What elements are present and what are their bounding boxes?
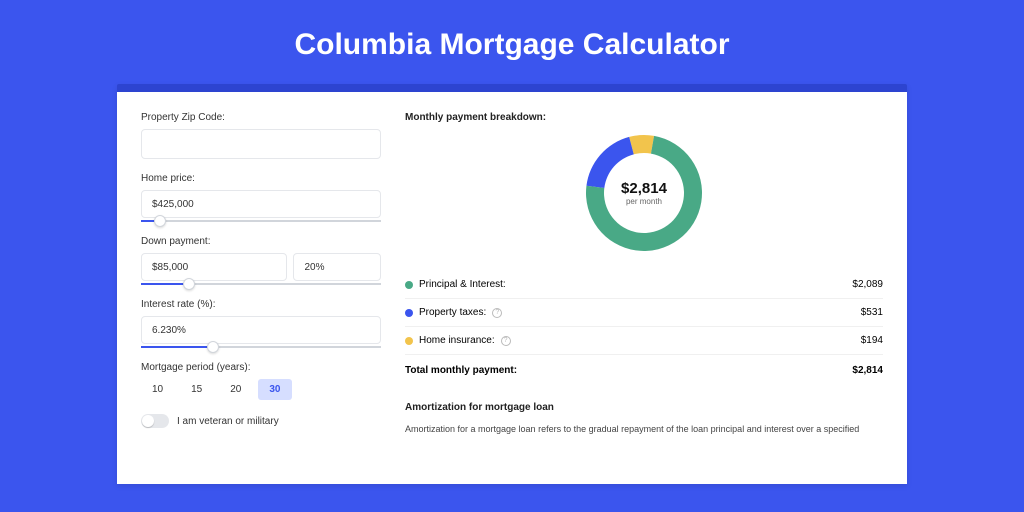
breakdown-column: Monthly payment breakdown: $2,814 per mo… <box>405 112 883 484</box>
legend-value: $194 <box>861 335 883 346</box>
zip-field: Property Zip Code: <box>141 112 381 159</box>
inputs-column: Property Zip Code: Home price: Down paym… <box>141 112 381 484</box>
down-payment-field: Down payment: <box>141 236 381 285</box>
legend-label: Principal & Interest: <box>419 279 506 290</box>
page-title: Columbia Mortgage Calculator <box>0 0 1024 84</box>
donut-wrap: $2,814 per month <box>405 133 883 253</box>
help-icon[interactable]: ? <box>492 308 502 318</box>
legend-row: Home insurance:? $194 <box>405 327 883 355</box>
period-field: Mortgage period (years): 10 15 20 30 <box>141 362 381 400</box>
down-payment-slider[interactable] <box>141 283 381 285</box>
zip-input[interactable] <box>141 129 381 159</box>
veteran-row: I am veteran or military <box>141 414 381 428</box>
interest-input[interactable] <box>141 316 381 344</box>
legend-value: $531 <box>861 307 883 318</box>
home-price-label: Home price: <box>141 173 381 184</box>
interest-label: Interest rate (%): <box>141 299 381 310</box>
down-payment-input[interactable] <box>141 253 287 281</box>
veteran-label: I am veteran or military <box>177 416 279 427</box>
zip-label: Property Zip Code: <box>141 112 381 123</box>
down-payment-label: Down payment: <box>141 236 381 247</box>
period-btn-10[interactable]: 10 <box>141 379 174 400</box>
amortization-section: Amortization for mortgage loan Amortizat… <box>405 402 883 437</box>
period-btn-20[interactable]: 20 <box>219 379 252 400</box>
interest-field: Interest rate (%): <box>141 299 381 348</box>
home-price-slider[interactable] <box>141 220 381 222</box>
home-price-field: Home price: <box>141 173 381 222</box>
total-label: Total monthly payment: <box>405 365 517 376</box>
donut-chart: $2,814 per month <box>584 133 704 253</box>
donut-amount: $2,814 <box>621 180 667 197</box>
calculator-card: Property Zip Code: Home price: Down paym… <box>117 84 907 484</box>
total-value: $2,814 <box>852 365 883 376</box>
total-row: Total monthly payment: $2,814 <box>405 355 883 384</box>
breakdown-title: Monthly payment breakdown: <box>405 112 883 123</box>
legend-row: Property taxes:? $531 <box>405 299 883 327</box>
legend-dot <box>405 337 413 345</box>
veteran-toggle[interactable] <box>141 414 169 428</box>
amortization-title: Amortization for mortgage loan <box>405 402 883 413</box>
period-label: Mortgage period (years): <box>141 362 381 373</box>
legend-dot <box>405 281 413 289</box>
down-payment-pct-input[interactable] <box>293 253 381 281</box>
period-btn-15[interactable]: 15 <box>180 379 213 400</box>
amortization-text: Amortization for a mortgage loan refers … <box>405 423 883 437</box>
toggle-knob <box>142 415 154 427</box>
legend-value: $2,089 <box>852 279 883 290</box>
home-price-input[interactable] <box>141 190 381 218</box>
help-icon[interactable]: ? <box>501 336 511 346</box>
donut-sub: per month <box>626 197 662 206</box>
legend-label: Property taxes: <box>419 307 486 318</box>
legend-dot <box>405 309 413 317</box>
legend-row: Principal & Interest: $2,089 <box>405 271 883 299</box>
legend-label: Home insurance: <box>419 335 495 346</box>
period-btn-30[interactable]: 30 <box>258 379 291 400</box>
interest-slider[interactable] <box>141 346 381 348</box>
